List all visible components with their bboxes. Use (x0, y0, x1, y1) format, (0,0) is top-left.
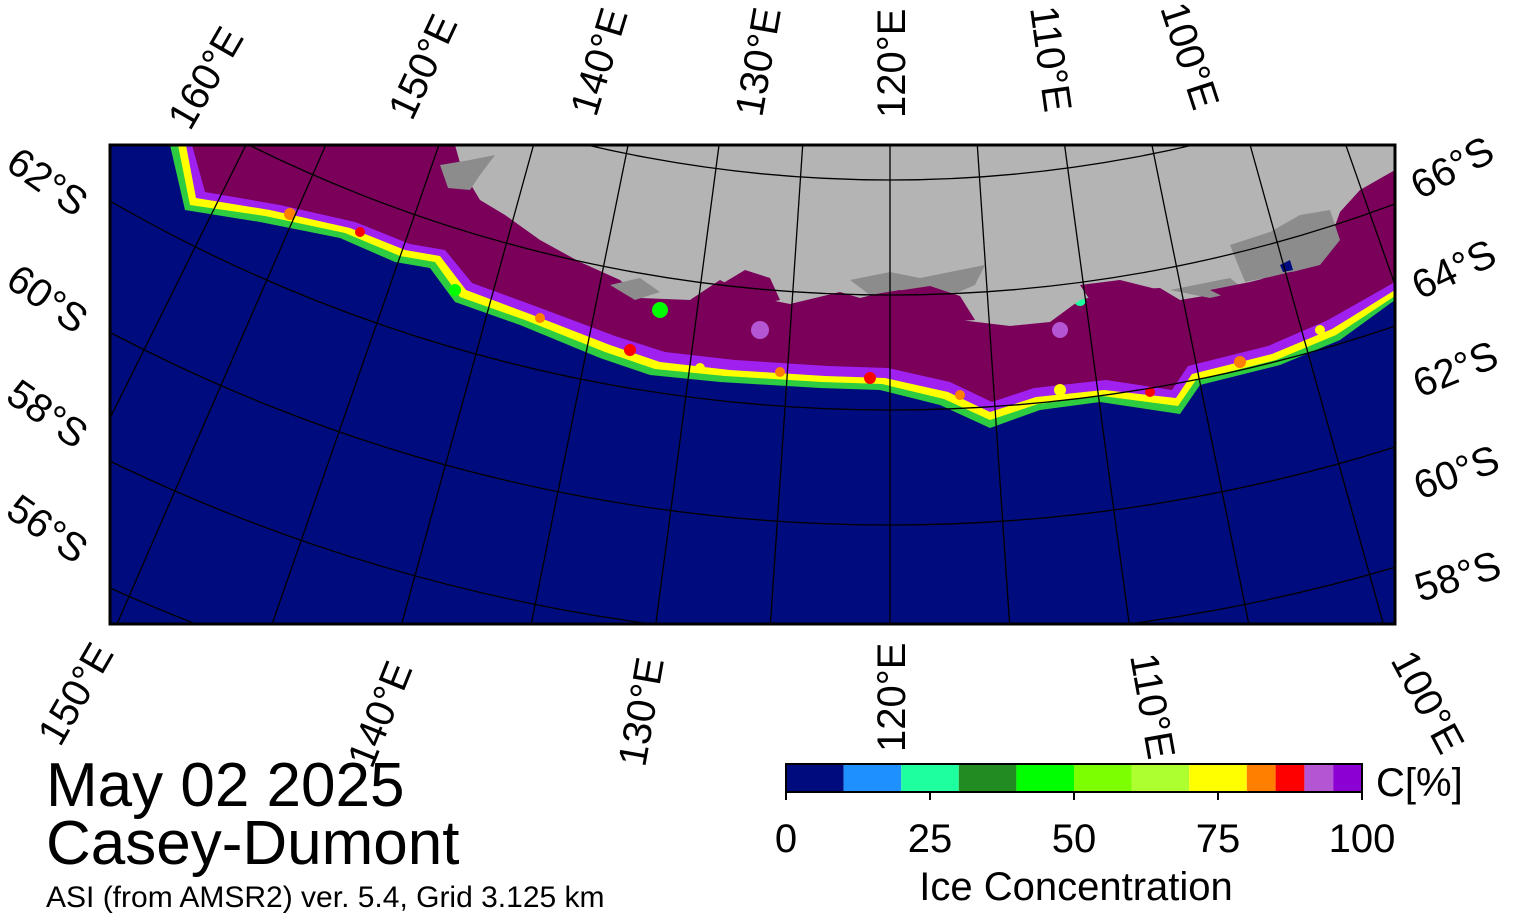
colorbar-bin (958, 764, 1017, 792)
lat-label-right: 66°S (1404, 128, 1502, 208)
coastal-ice (1210, 270, 1340, 310)
colorbar-bin (1189, 764, 1247, 792)
lon-label-top: 120°E (870, 9, 914, 118)
lat-label-right: 58°S (1410, 543, 1506, 611)
colorbar-bin (1246, 764, 1276, 792)
lon-label-bottom: 110°E (1121, 650, 1183, 762)
lon-label-bottom: 130°E (611, 654, 673, 769)
colorbar-bin (1333, 764, 1362, 792)
map-panel (110, 145, 1395, 624)
lat-label-left: 62°S (0, 139, 95, 225)
colorbar-bin (1016, 764, 1074, 792)
colorbar-tick-label: 50 (1052, 817, 1097, 861)
colorbar-bin (1074, 764, 1132, 792)
meridian-line (1151, 145, 1250, 624)
lon-label-top: 160°E (160, 20, 253, 137)
colorbar-bin (786, 764, 844, 792)
meridian-line (1063, 145, 1130, 624)
lat-label-left: 58°S (0, 371, 95, 457)
right-lat-labels: 66°S 64°S 62°S 60°S 58°S (1404, 128, 1506, 610)
source-caption: ASI (from AMSR2) ver. 5.4, Grid 3.125 km (46, 881, 605, 914)
meridian-line (1249, 145, 1385, 624)
colorbar-bin (843, 764, 902, 792)
colorbar-tick-label: 0 (775, 817, 797, 861)
top-lon-labels: 160°E 150°E 140°E 130°E 120°E 110°E 100°… (160, 0, 1227, 137)
ice-shelf (1230, 210, 1340, 282)
lon-label-bottom: 120°E (870, 643, 914, 752)
colorbar-title: Ice Concentration (919, 865, 1233, 909)
meridian-line (400, 145, 535, 624)
left-lat-labels: 62°S 60°S 58°S 56°S (0, 139, 95, 572)
map-frame (108, 143, 1397, 626)
date-title: May 02 2025 (46, 751, 404, 820)
meridian-line (976, 145, 1011, 624)
colorbar-unit: C[%] (1376, 761, 1463, 805)
ice-shelf (850, 265, 985, 300)
lon-label-top: 140°E (563, 3, 637, 121)
colorbar: 0 25 50 75 100 (775, 763, 1396, 861)
graticule (110, 145, 1395, 624)
ice-texture (284, 208, 1325, 400)
meridian-line (116, 145, 327, 624)
meridian-line (769, 145, 804, 624)
colorbar-tick-label: 100 (1329, 817, 1396, 861)
lon-label-top: 100°E (1151, 0, 1227, 115)
lat-label-right: 64°S (1405, 231, 1503, 308)
coastal-ice (1280, 260, 1293, 272)
colorbar-bin (1131, 764, 1190, 792)
coastal-ice (720, 270, 780, 305)
lon-label-top: 150°E (380, 8, 466, 126)
lon-label-top: 130°E (728, 4, 790, 119)
lon-label-bottom: 150°E (30, 636, 123, 753)
lat-label-right: 62°S (1407, 333, 1504, 406)
lon-label-top: 110°E (1021, 3, 1079, 115)
lon-label-bottom: 100°E (1382, 644, 1472, 761)
colorbar-bin (1275, 764, 1305, 792)
colorbar-tick-label: 25 (908, 817, 953, 861)
meridian-line (655, 145, 720, 624)
region-title: Casey-Dumont (46, 809, 459, 878)
ice-shelf (440, 155, 495, 190)
lat-label-left: 60°S (0, 256, 95, 342)
meridian-line (271, 145, 440, 624)
meridian-line (530, 145, 629, 624)
coastal-ice (1080, 280, 1175, 305)
colorbar-tick-label: 75 (1196, 817, 1241, 861)
colorbar-bin (1304, 764, 1334, 792)
ice-shelf (610, 278, 660, 300)
colorbar-bin (901, 764, 959, 792)
lat-label-right: 60°S (1408, 437, 1505, 508)
lat-label-left: 56°S (0, 486, 95, 572)
